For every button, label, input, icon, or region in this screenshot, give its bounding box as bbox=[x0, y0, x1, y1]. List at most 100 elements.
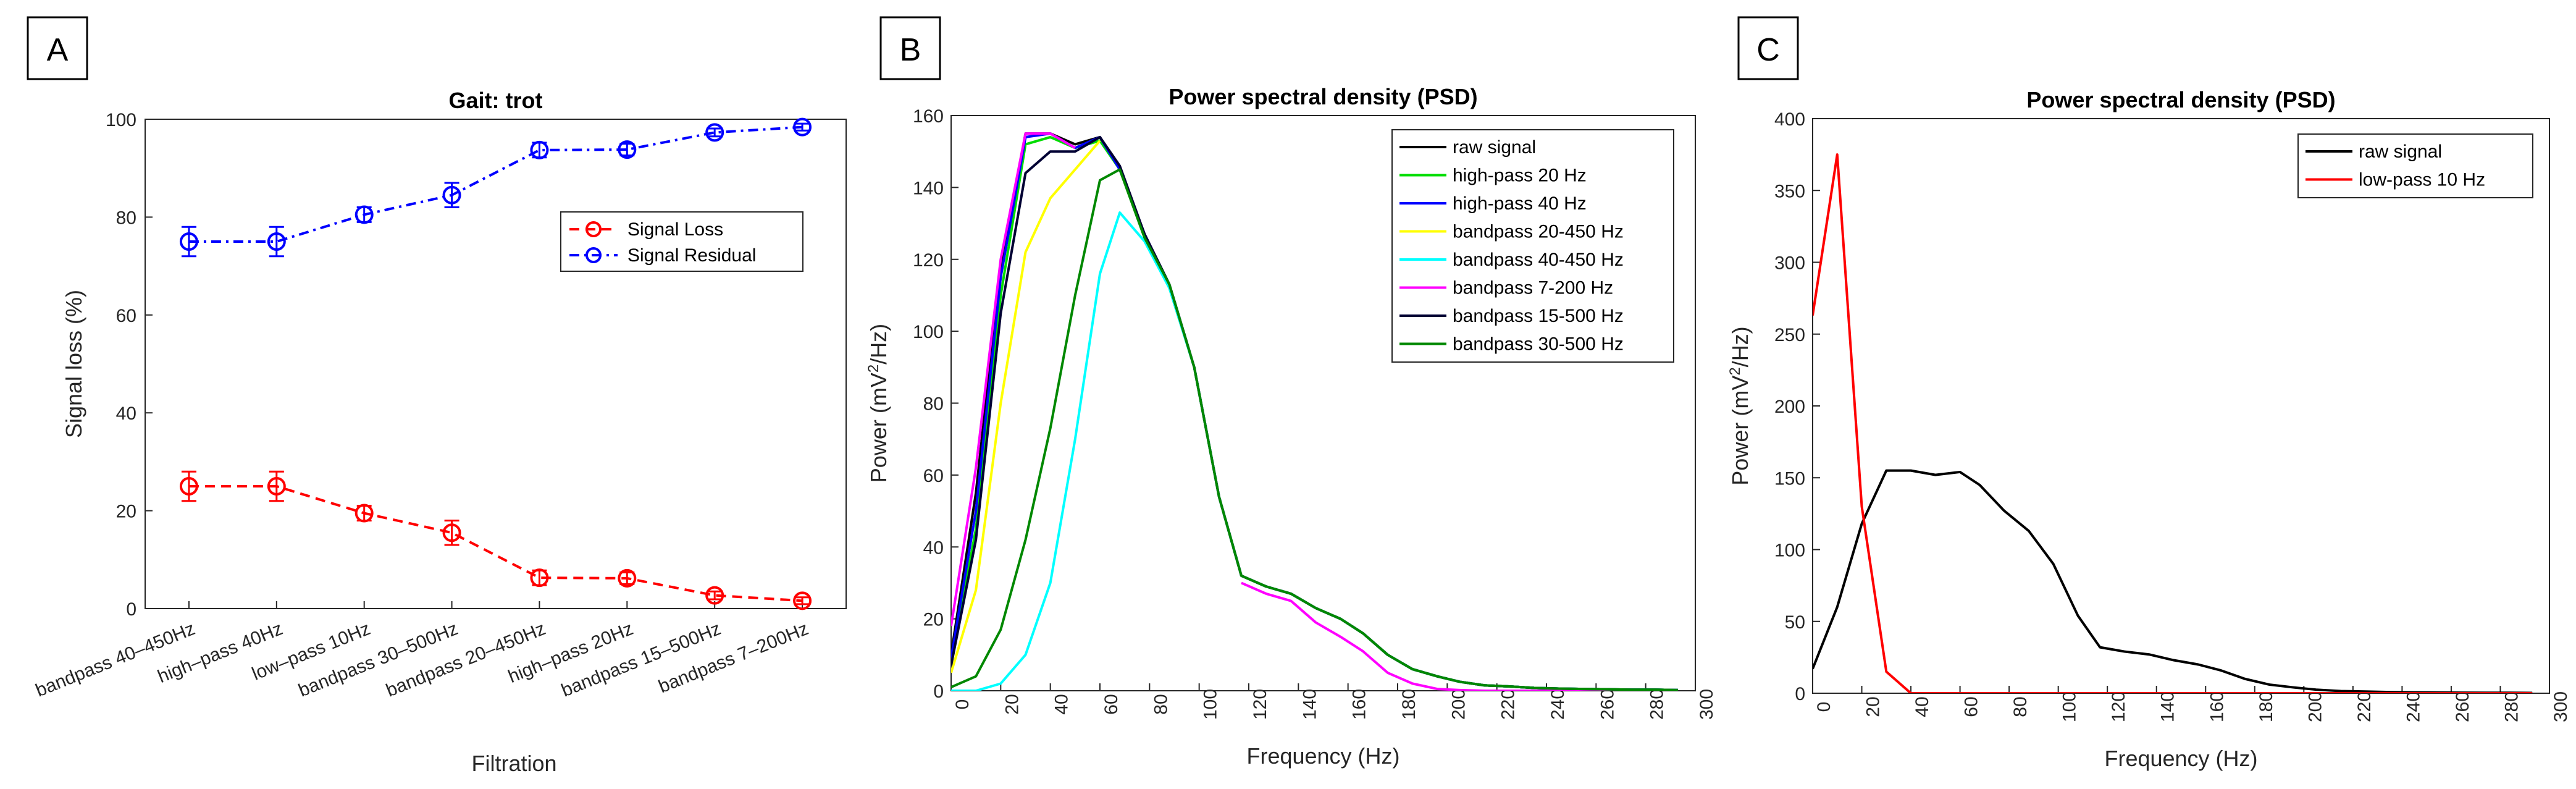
chart-c: 0 50 100 150 200 250 300 350 400 0 20 40 60 80 100 120 1… bbox=[1727, 87, 2572, 771]
x-tick-label: 300 bbox=[1697, 689, 1717, 720]
x-tick-label: 20 bbox=[1002, 694, 1022, 714]
x-tick-label: 200 bbox=[2305, 691, 2325, 722]
x-tick-label: 60 bbox=[1961, 696, 1982, 717]
legend: raw signal low-pass 10 Hz bbox=[2297, 133, 2533, 198]
panel-letter-c-box: C bbox=[1737, 16, 1799, 80]
x-tick-label: 40 bbox=[1912, 696, 1932, 717]
series-bandpass-20-450-hz bbox=[951, 140, 1101, 673]
legend-swatch-marker bbox=[585, 221, 602, 237]
series-signal-residual bbox=[179, 117, 812, 258]
legend-box bbox=[2297, 133, 2533, 198]
y-tick-label: 20 bbox=[923, 610, 944, 630]
y-tick-label: 20 bbox=[116, 502, 136, 522]
series-signal-loss bbox=[179, 470, 812, 610]
legend-label-raw-signal: raw signal bbox=[2359, 141, 2442, 162]
chart-title: Gait: trot bbox=[449, 88, 543, 113]
legend-swatch-marker bbox=[585, 247, 602, 263]
y-tick-label: 300 bbox=[1774, 253, 1805, 274]
plot-area bbox=[145, 119, 847, 609]
data-point bbox=[442, 185, 461, 205]
y-tick-label: 0 bbox=[933, 681, 944, 702]
x-tick-label: 280 bbox=[2501, 691, 2522, 722]
data-point bbox=[179, 232, 198, 251]
legend-label-high-pass-40-hz: high-pass 40 Hz bbox=[1453, 193, 1587, 214]
series-bandpass-7-200-hz bbox=[951, 132, 1678, 691]
legend-label-bandpass-40-450-hz: bandpass 40-450 Hz bbox=[1453, 250, 1624, 270]
x-tick-label: 120 bbox=[1250, 689, 1270, 720]
x-tick-label: 20 bbox=[1863, 696, 1884, 717]
y-tick-label: 100 bbox=[106, 110, 136, 130]
data-point bbox=[618, 140, 637, 159]
y-axis-label: Power (mV2/Hz) bbox=[865, 324, 892, 483]
panel-letter-a-box: A bbox=[27, 16, 88, 80]
x-tick-label: 100 bbox=[1201, 689, 1221, 720]
y-tick-label: 0 bbox=[126, 599, 136, 620]
y-axis-label: Signal loss (%) bbox=[61, 290, 86, 438]
panel-letter-a: A bbox=[47, 32, 69, 68]
legend-label-bandpass-15-500-hz: bandpass 15-500 Hz bbox=[1453, 306, 1624, 326]
y-tick-label: 160 bbox=[913, 106, 944, 127]
legend-label-signal-loss: Signal Loss bbox=[627, 219, 723, 240]
data-point bbox=[618, 568, 637, 588]
x-tick-label: bandpass 20–450Hz bbox=[384, 618, 549, 701]
data-point bbox=[442, 523, 461, 542]
legend-label-bandpass-7-200-hz: bandpass 7-200 Hz bbox=[1453, 278, 1613, 298]
y-axis-label: Power (mV2/Hz) bbox=[1727, 326, 1753, 485]
y-tick-label: 40 bbox=[116, 403, 136, 424]
series-line-signal-residual bbox=[188, 125, 803, 243]
x-tick-label: 0 bbox=[952, 699, 973, 710]
x-tick-label: 220 bbox=[1498, 689, 1519, 720]
y-tick-label: 120 bbox=[913, 250, 944, 271]
data-point bbox=[267, 232, 286, 251]
x-axis-label: Filtration bbox=[471, 751, 556, 776]
x-tick-label: bandpass 30–500Hz bbox=[296, 618, 461, 701]
x-tick-label: 280 bbox=[1647, 689, 1668, 720]
x-tick-label: 260 bbox=[1597, 689, 1617, 720]
chart-title: Power spectral density (PSD) bbox=[2026, 87, 2335, 112]
legend-label-raw-signal: raw signal bbox=[1453, 137, 1536, 158]
legend: raw signal high-pass 20 Hz high-pass 40 Hz… bbox=[1391, 129, 1674, 363]
legend-label-bandpass-30-500-hz: bandpass 30-500 Hz bbox=[1453, 334, 1624, 355]
x-tick-label: 260 bbox=[2452, 691, 2473, 722]
x-tick-label: 60 bbox=[1101, 694, 1122, 714]
x-tick-label: bandpass 7–200Hz bbox=[656, 618, 812, 697]
x-tick-label: 140 bbox=[1299, 689, 1320, 720]
x-tick-label: 160 bbox=[2207, 691, 2227, 722]
legend-label-high-pass-20-hz: high-pass 20 Hz bbox=[1453, 166, 1587, 186]
y-tick-label: 200 bbox=[1774, 397, 1805, 417]
x-tick-label: 0 bbox=[1814, 702, 1834, 712]
x-tick-label: 120 bbox=[2108, 691, 2129, 722]
legend-label-bandpass-20-450-hz: bandpass 20-450 Hz bbox=[1453, 222, 1624, 242]
y-tick-label: 0 bbox=[1795, 684, 1805, 704]
series-line-bandpass-7-200-hz bbox=[951, 132, 1076, 627]
y-tick-label: 80 bbox=[923, 394, 944, 415]
data-point bbox=[705, 586, 724, 605]
data-point bbox=[793, 591, 812, 610]
data-point bbox=[793, 117, 812, 137]
panel-letter-c: C bbox=[1756, 32, 1780, 68]
legend-box bbox=[560, 211, 803, 272]
x-tick-label: 100 bbox=[2060, 691, 2080, 722]
series-line-bandpass-7-200-hz bbox=[1241, 581, 1678, 691]
x-tick-label: 160 bbox=[1349, 689, 1370, 720]
data-point bbox=[179, 477, 198, 496]
series-line-bandpass-30-500-hz bbox=[951, 168, 1678, 691]
data-point bbox=[355, 205, 374, 224]
panel-letter-b: B bbox=[900, 32, 921, 68]
y-tick-label: 250 bbox=[1774, 325, 1805, 345]
data-point bbox=[530, 568, 549, 588]
x-tick-label: 180 bbox=[2256, 691, 2276, 722]
y-tick-label: 100 bbox=[1774, 541, 1805, 561]
y-tick-label: 150 bbox=[1774, 468, 1805, 489]
x-tick-label: 200 bbox=[1448, 689, 1469, 720]
data-point bbox=[355, 504, 374, 523]
x-tick-label: 240 bbox=[2403, 691, 2423, 722]
series-bandpass-30-500-hz bbox=[951, 168, 1678, 691]
legend: Signal Loss Signal Residual bbox=[560, 211, 803, 272]
x-tick-label: 40 bbox=[1052, 694, 1072, 714]
x-axis-label: Frequency (Hz) bbox=[2104, 746, 2257, 771]
chart-title: Power spectral density (PSD) bbox=[1168, 84, 1477, 109]
x-tick-label: bandpass 40–450Hz bbox=[33, 618, 198, 701]
series-line-bandpass-20-450-hz bbox=[951, 140, 1101, 673]
